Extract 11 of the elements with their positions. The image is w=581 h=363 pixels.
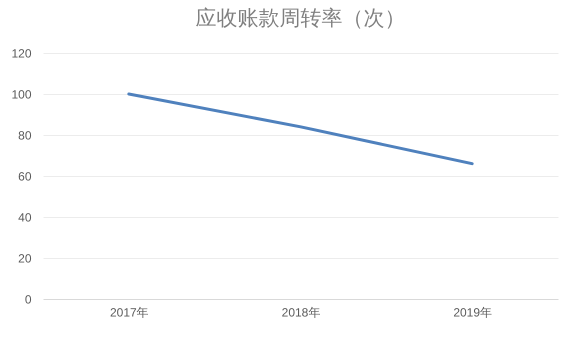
- y-tick-label: 40: [18, 210, 32, 224]
- y-tick-label: 100: [11, 88, 32, 102]
- y-tick-label: 80: [18, 128, 32, 142]
- x-tick-label: 2019年: [453, 306, 492, 320]
- y-tick-label: 120: [11, 46, 32, 60]
- y-tick-label: 60: [18, 170, 32, 184]
- x-tick-label: 2018年: [282, 306, 320, 320]
- chart-title: 应收账款周转率（次）: [196, 7, 406, 30]
- y-tick-label: 0: [24, 292, 32, 306]
- x-tick-label: 2017年: [110, 306, 149, 320]
- y-tick-label: 20: [18, 252, 32, 266]
